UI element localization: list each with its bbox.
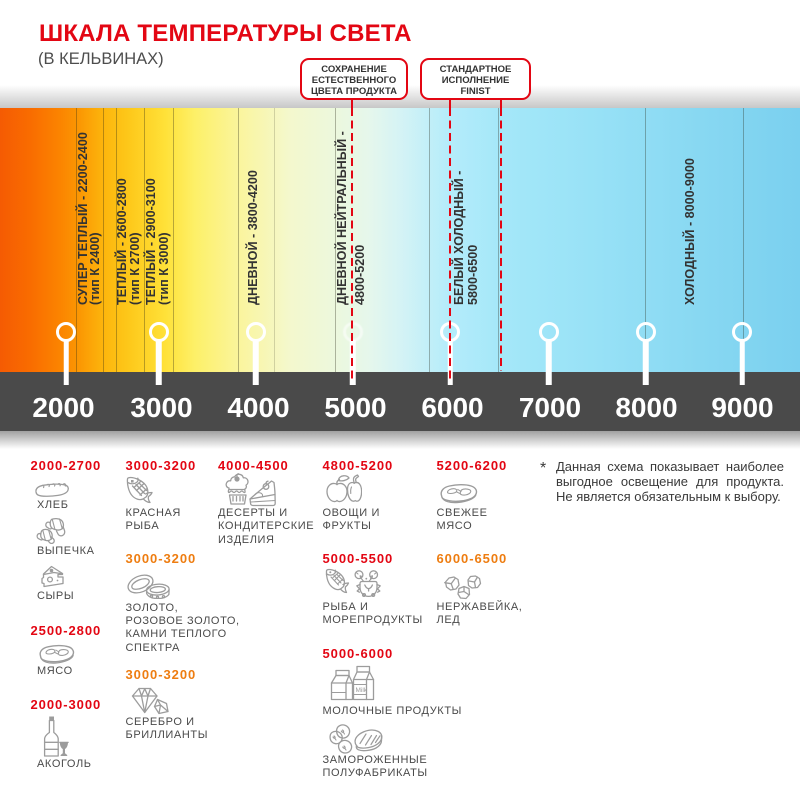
svg-text:Milk: Milk (356, 687, 368, 694)
